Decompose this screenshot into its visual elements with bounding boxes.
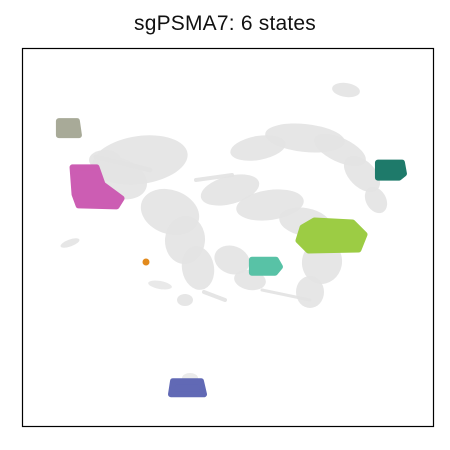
background-cell-strand xyxy=(93,154,153,173)
plot-frame xyxy=(21,47,435,428)
background-cell-blob xyxy=(343,155,381,193)
background-cell-blob xyxy=(200,174,260,206)
background-cell-strand xyxy=(202,290,227,302)
background-cells-layer xyxy=(60,82,388,383)
state-cluster-3 xyxy=(142,258,150,266)
state-cluster-4 xyxy=(168,378,207,398)
state-cluster-7 xyxy=(374,159,407,181)
state-clusters-layer xyxy=(55,118,407,398)
background-cell-blob xyxy=(332,82,360,98)
background-cell-blob xyxy=(177,294,193,306)
state-cluster-1 xyxy=(55,118,82,139)
state-cluster-2 xyxy=(69,164,125,210)
background-cell-strand xyxy=(260,288,312,302)
state-cluster-5 xyxy=(248,256,283,276)
background-cell-blob xyxy=(60,238,80,248)
state-cluster-6 xyxy=(295,217,368,254)
chart-title: sgPSMA7: 6 states xyxy=(134,12,316,35)
background-cell-blob xyxy=(181,246,215,290)
background-cell-blob xyxy=(148,280,172,290)
background-cell-blob xyxy=(296,276,324,308)
background-cell-blob xyxy=(364,186,388,214)
background-cell-strand xyxy=(194,173,234,182)
background-cell-blob xyxy=(214,245,250,275)
